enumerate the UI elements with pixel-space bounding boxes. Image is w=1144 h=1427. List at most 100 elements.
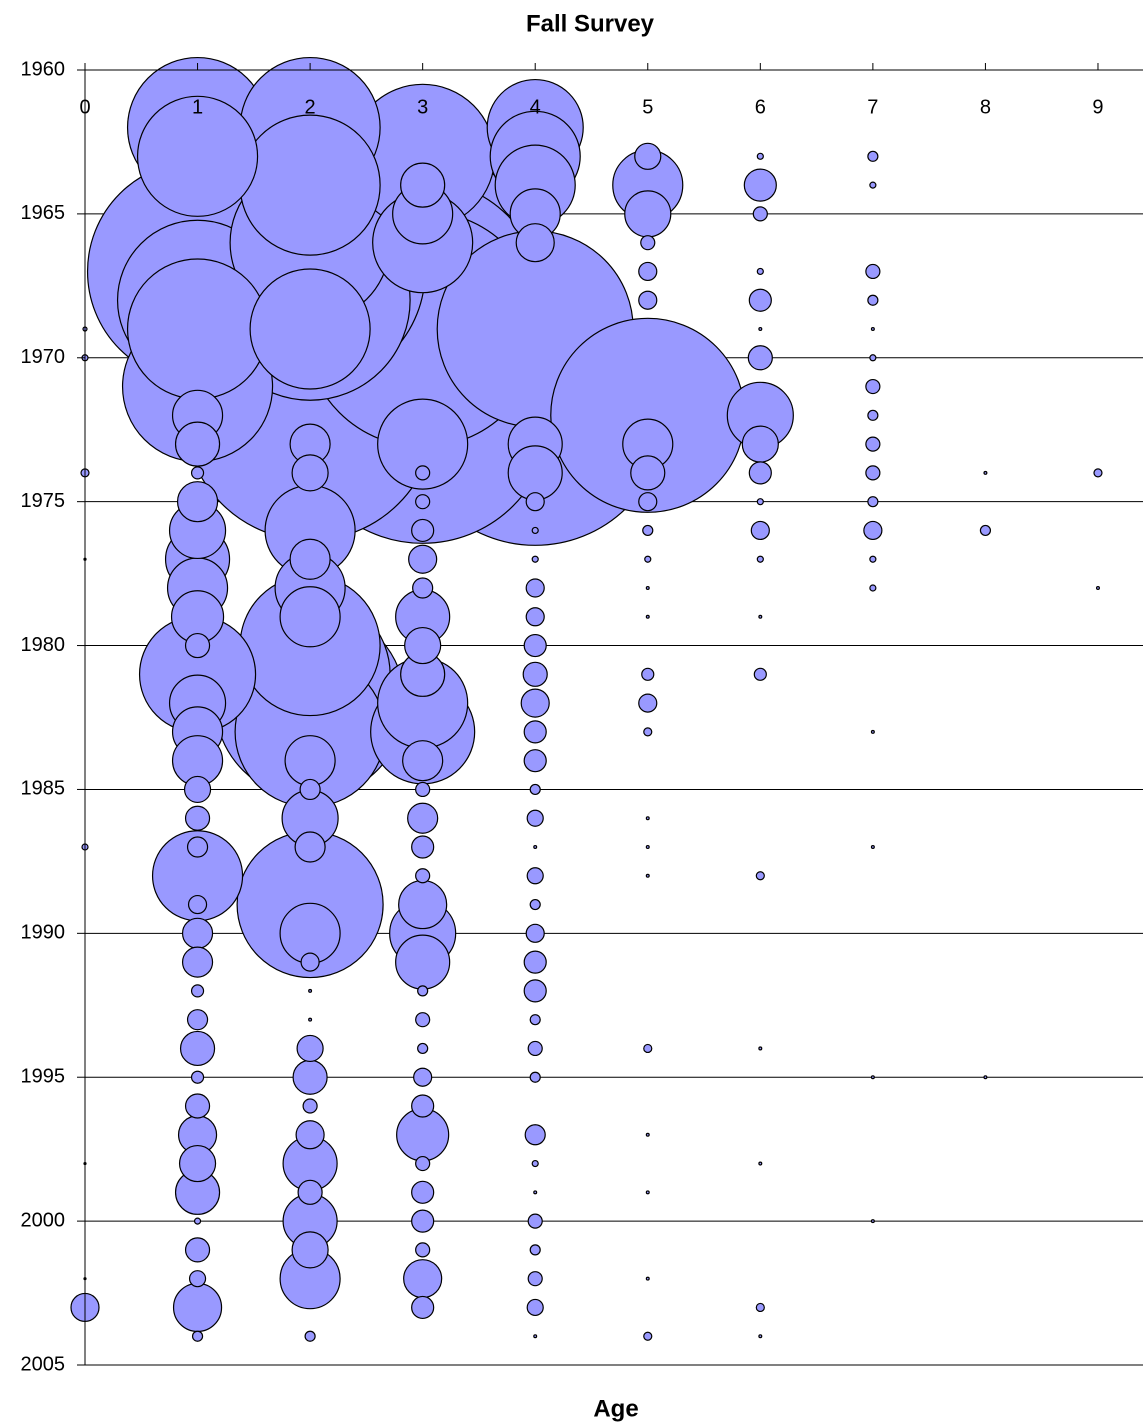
bubble: [526, 867, 544, 885]
bubble: [758, 1161, 763, 1166]
bubble: [753, 667, 767, 681]
bubble: [750, 520, 770, 541]
bubble: [645, 1132, 650, 1137]
bubble: [638, 261, 658, 282]
bubble: [865, 465, 881, 481]
bubble: [279, 586, 341, 648]
y-tick-label: 1970: [21, 346, 66, 368]
y-tick-label: 1985: [21, 778, 66, 800]
bubble: [507, 445, 563, 501]
bubble: [411, 1094, 435, 1118]
bubble: [748, 288, 772, 312]
bubble: [979, 524, 992, 537]
bubble: [126, 258, 269, 400]
bubble: [186, 1009, 209, 1031]
bubble: [983, 470, 988, 475]
bubble: [190, 984, 205, 998]
bubble: [1095, 585, 1100, 591]
bubble: [644, 555, 652, 563]
bubble: [529, 1014, 541, 1026]
bubble: [526, 809, 544, 827]
bubble: [415, 1242, 431, 1258]
bubble: [867, 294, 879, 306]
bubble: [870, 729, 875, 734]
bubble: [302, 1098, 318, 1114]
bubble: [417, 985, 429, 997]
bubble: [398, 879, 448, 930]
bubble: [642, 524, 654, 537]
bubble: [524, 1124, 546, 1146]
bubble: [527, 1040, 543, 1057]
bubble: [515, 223, 555, 263]
bubble: [415, 1012, 431, 1028]
bubble: [249, 268, 371, 390]
bubble: [291, 1231, 329, 1269]
y-tick-label: 1980: [21, 634, 66, 656]
bubble: [415, 781, 431, 798]
bubble: [645, 585, 650, 591]
bubble: [523, 950, 547, 974]
bubble: [412, 577, 434, 599]
bubble: [870, 1075, 875, 1080]
bubble: [184, 1093, 211, 1119]
bubble: [758, 614, 763, 619]
y-tick-label: 1975: [21, 490, 66, 512]
bubble: [533, 844, 538, 850]
bubble: [983, 1075, 988, 1080]
bubble: [520, 688, 550, 718]
bubble: [869, 181, 877, 189]
bubble: [645, 1190, 650, 1195]
bubble: [645, 816, 650, 821]
bubble: [869, 354, 877, 362]
bubble: [522, 661, 548, 687]
x-tick-label: 3: [417, 96, 428, 118]
bubble: [645, 873, 650, 878]
bubble: [525, 923, 545, 943]
y-tick-label: 2005: [21, 1353, 66, 1375]
bubble: [870, 326, 875, 332]
bubble: [297, 1179, 323, 1205]
bubble: [638, 693, 658, 713]
bubble: [634, 142, 662, 170]
bubble: [411, 1209, 435, 1233]
bubble: [291, 454, 329, 492]
bubble: [526, 1298, 544, 1317]
bubble: [174, 421, 221, 467]
bubble: [183, 775, 212, 804]
bubble: [411, 518, 435, 543]
bubble: [176, 481, 219, 523]
bubble: [188, 1270, 207, 1288]
bubble: [304, 1330, 316, 1342]
bubble: [294, 831, 326, 863]
bubble: [190, 1070, 205, 1084]
bubble: [181, 917, 214, 949]
bubble: [184, 632, 211, 659]
bubble: [404, 626, 442, 665]
bubble: [867, 409, 879, 421]
bubble: [417, 1042, 429, 1055]
y-tick-label: 1960: [21, 58, 66, 80]
bubble: [411, 835, 435, 859]
y-tick-label: 1965: [21, 202, 66, 224]
x-tick-label: 8: [980, 96, 991, 118]
bubble: [865, 436, 881, 452]
bubble: [239, 114, 381, 256]
bubble: [758, 1046, 763, 1051]
bubble: [308, 988, 313, 993]
bubble: [533, 1190, 538, 1195]
bubble: [395, 934, 451, 990]
bubble: [411, 1180, 435, 1204]
bubble: [756, 498, 764, 506]
bubble: [184, 1237, 211, 1263]
bubble: [408, 544, 438, 574]
bubble: [136, 95, 259, 217]
bubble: [758, 326, 763, 332]
bubble: [529, 1071, 541, 1083]
bubble: [755, 871, 765, 881]
bubble: [529, 783, 541, 796]
bubble: [865, 378, 881, 395]
bubble: [411, 1295, 435, 1320]
bubble: [640, 235, 656, 251]
bubble: [752, 206, 768, 222]
bubble: [186, 836, 209, 858]
